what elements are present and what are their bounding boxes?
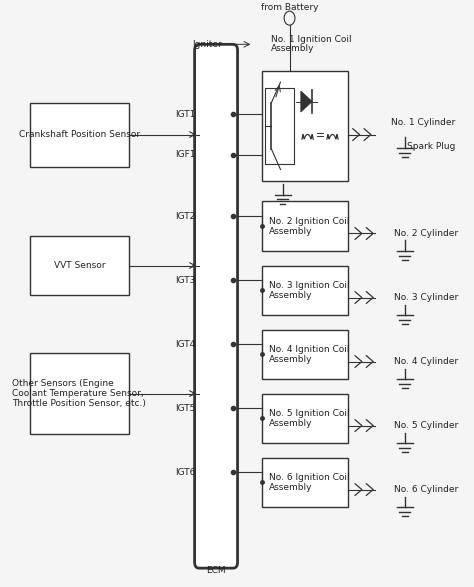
Bar [263,201,348,251]
Bar [263,393,348,443]
Text: IGT5: IGT5 [175,404,195,413]
Text: Other Sensors (Engine
Coolant Temperature Sensor,
Throttle Position Sensor, etc.: Other Sensors (Engine Coolant Temperatur… [12,379,146,409]
Text: IGT1: IGT1 [175,110,195,119]
Bar [263,329,348,379]
Text: No. 2 Ignition Coil
Assembly: No. 2 Ignition Coil Assembly [269,217,350,236]
Text: No. 3 Cylinder: No. 3 Cylinder [393,293,458,302]
Polygon shape [301,91,312,112]
Text: No. 1 Ignition Coil: No. 1 Ignition Coil [271,35,352,45]
Text: from Battery: from Battery [261,4,318,12]
Text: No. 1 Cylinder: No. 1 Cylinder [391,119,456,127]
Bar [263,265,348,315]
Text: Igniter: Igniter [192,40,222,49]
Bar [263,458,348,507]
Text: ECM: ECM [206,566,226,575]
Text: No. 5 Ignition Coil
Assembly: No. 5 Ignition Coil Assembly [269,409,350,428]
Text: IGF1: IGF1 [175,150,195,160]
Text: No. 6 Ignition Coil
Assembly: No. 6 Ignition Coil Assembly [269,473,350,492]
Text: Spark Plug: Spark Plug [407,141,456,151]
FancyBboxPatch shape [195,45,237,568]
Text: No. 5 Cylinder: No. 5 Cylinder [393,421,458,430]
Text: No. 2 Cylinder: No. 2 Cylinder [393,229,457,238]
Bar [264,88,294,164]
Text: No. 4 Ignition Coil
Assembly: No. 4 Ignition Coil Assembly [269,345,350,364]
Text: VVT Sensor: VVT Sensor [54,261,105,270]
Bar [29,353,129,434]
Text: IGT6: IGT6 [175,468,195,477]
Bar [263,70,348,181]
Text: No. 6 Cylinder: No. 6 Cylinder [393,485,458,494]
Text: No. 4 Cylinder: No. 4 Cylinder [393,357,457,366]
Text: Crankshaft Position Sensor: Crankshaft Position Sensor [19,130,140,139]
Text: Assembly: Assembly [271,44,315,53]
Text: IGT3: IGT3 [175,275,195,285]
Text: IGT4: IGT4 [175,340,195,349]
Bar [29,103,129,167]
Bar [29,237,129,295]
Text: IGT2: IGT2 [175,211,195,221]
Text: No. 3 Ignition Coil
Assembly: No. 3 Ignition Coil Assembly [269,281,350,300]
